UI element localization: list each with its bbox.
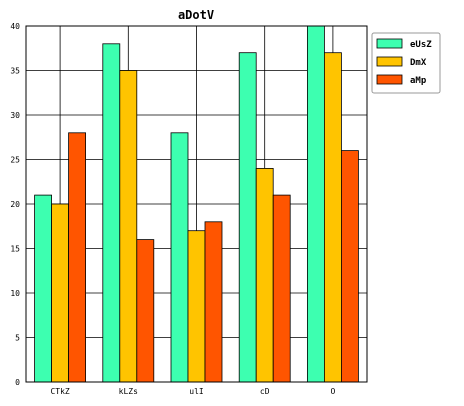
plot-frame <box>25 25 368 383</box>
legend-label: DmX <box>410 58 427 68</box>
bar-eUsZ-CTkZ <box>34 194 52 383</box>
legend-swatch <box>376 56 403 67</box>
bar-eUsZ-ulI <box>170 132 189 383</box>
y-tick-label: 35 <box>10 67 20 76</box>
legend-label: aMp <box>410 76 427 86</box>
y-tick-label: 25 <box>10 156 20 165</box>
y-tick-label: 15 <box>10 245 20 254</box>
bar-aMp-cD <box>272 194 291 383</box>
chart-title: aDotV <box>178 8 214 22</box>
x-tick-label: kLZs <box>119 387 138 396</box>
bar-eUsZ-kLZs <box>102 43 121 383</box>
legend-swatch <box>376 74 403 85</box>
x-tick-label: ulI <box>189 387 204 396</box>
bar-eUsZ-O <box>306 25 325 383</box>
x-tick-label: cD <box>260 387 270 396</box>
x-tick-label: CTkZ <box>50 387 69 396</box>
bar-DmX-CTkZ <box>51 203 69 383</box>
bar-DmX-ulI <box>187 230 206 383</box>
y-tick-label: 5 <box>15 334 20 343</box>
bar-aMp-O <box>340 150 359 383</box>
bar-eUsZ-cD <box>238 52 257 383</box>
x-tick-label: O <box>330 387 335 396</box>
bar-DmX-cD <box>255 167 274 383</box>
legend-swatch <box>376 38 403 49</box>
y-tick-label: 30 <box>10 111 20 120</box>
bar-aMp-ulI <box>204 221 223 383</box>
y-tick-label: 20 <box>10 200 20 209</box>
y-tick-label: 0 <box>15 378 20 387</box>
tick-labels: 0 5 10 15 20 25 30 35 40 CTkZ kLZs ulI cD O <box>10 22 335 396</box>
y-tick-label: 10 <box>10 289 20 298</box>
bar-DmX-O <box>323 52 342 383</box>
bar-aMp-CTkZ <box>68 132 86 383</box>
axes <box>25 25 368 383</box>
bar-aMp-kLZs <box>136 239 155 383</box>
legend-label: eUsZ <box>410 40 432 50</box>
bar-DmX-kLZs <box>119 70 138 383</box>
legend: eUsZ DmX aMp <box>371 32 441 94</box>
y-tick-label: 40 <box>10 22 20 31</box>
